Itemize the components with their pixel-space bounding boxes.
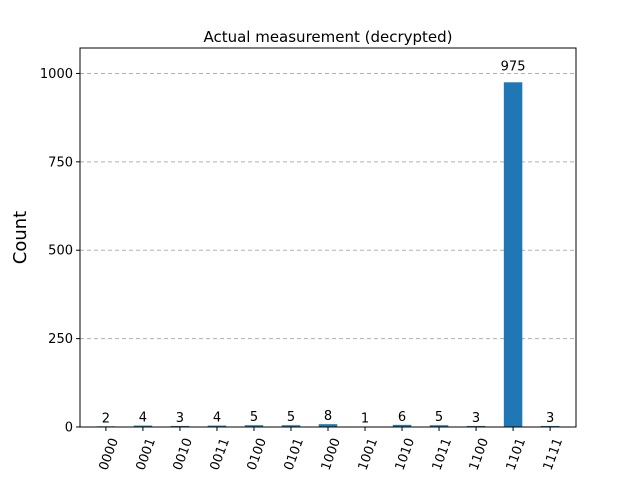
data-label: 5 — [250, 410, 258, 425]
x-tick-label: 0000 — [97, 436, 122, 472]
y-tick-label: 500 — [48, 244, 73, 259]
x-tick-label: 0101 — [282, 436, 307, 472]
x-tick-label: 1011 — [430, 436, 455, 472]
grid-lines — [80, 72, 576, 340]
bar — [540, 425, 560, 427]
bar — [503, 82, 523, 427]
data-label: 4 — [139, 411, 147, 426]
y-tick-label: 1000 — [40, 67, 73, 82]
data-label: 4 — [213, 411, 221, 426]
bars — [96, 82, 560, 427]
data-label: 6 — [398, 410, 406, 425]
x-tick-label: 0011 — [208, 436, 233, 472]
bar — [318, 424, 338, 427]
y-axis-ticks: 0 250 500 750 1000 — [40, 67, 80, 436]
data-label: 3 — [176, 411, 184, 426]
x-tick-label: 0001 — [134, 436, 159, 472]
bar — [244, 425, 264, 427]
x-tick-label: 1100 — [467, 436, 492, 472]
data-label: 975 — [501, 59, 526, 74]
bar — [392, 424, 412, 427]
x-axis-ticks: 0000 0001 0010 0011 0100 0101 1000 1001 1010 1011… — [97, 427, 566, 472]
chart-title: Actual measurement (decrypted) — [203, 28, 452, 46]
x-tick-label: 1010 — [393, 436, 418, 472]
data-label: 1 — [361, 412, 369, 427]
bar — [170, 425, 190, 427]
y-tick-label: 750 — [48, 155, 73, 170]
y-tick-label: 250 — [48, 332, 73, 347]
x-tick-label: 0010 — [171, 436, 196, 472]
x-tick-label: 0100 — [245, 436, 270, 472]
plot-frame — [79, 47, 577, 428]
bar — [429, 425, 449, 427]
data-labels: 2 4 3 4 5 5 8 1 6 5 3 975 3 — [102, 59, 554, 426]
bar — [207, 425, 227, 427]
y-tick-label: 0 — [65, 421, 73, 436]
data-label: 5 — [435, 410, 443, 425]
bar — [466, 425, 486, 427]
data-label: 5 — [287, 410, 295, 425]
y-axis-label: Count — [10, 211, 31, 264]
data-label: 2 — [102, 411, 110, 426]
x-tick-label: 1001 — [356, 436, 381, 472]
data-label: 3 — [472, 411, 480, 426]
data-label: 8 — [324, 409, 332, 424]
x-tick-label: 1000 — [319, 436, 344, 472]
bar — [281, 425, 301, 427]
x-tick-label: 1101 — [504, 436, 529, 472]
bar — [133, 425, 153, 427]
data-label: 3 — [546, 411, 554, 426]
x-tick-label: 1111 — [541, 436, 566, 472]
